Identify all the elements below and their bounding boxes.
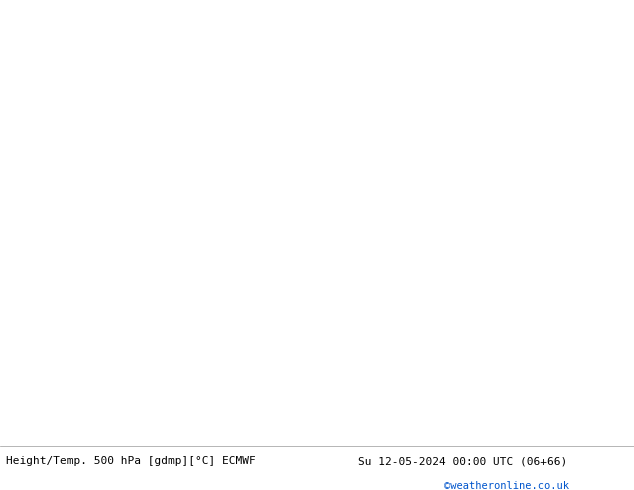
Text: ©weatheronline.co.uk: ©weatheronline.co.uk xyxy=(444,481,569,490)
Text: Su 12-05-2024 00:00 UTC (06+66): Su 12-05-2024 00:00 UTC (06+66) xyxy=(358,456,567,466)
Text: Height/Temp. 500 hPa [gdmp][°C] ECMWF: Height/Temp. 500 hPa [gdmp][°C] ECMWF xyxy=(6,456,256,466)
